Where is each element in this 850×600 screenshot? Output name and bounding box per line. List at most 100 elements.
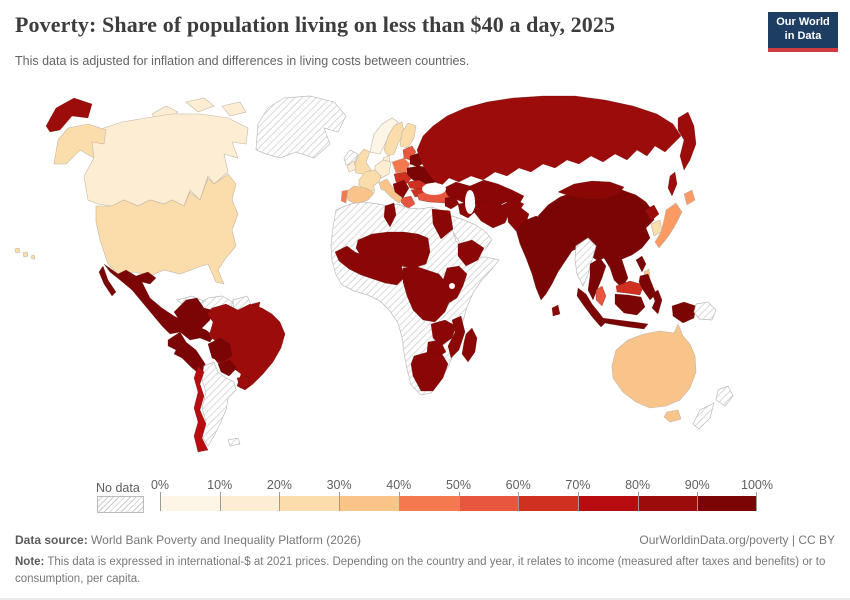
legend-tick-50: 50% [445,478,472,492]
lake-victoria [449,283,455,289]
region-balkans[interactable] [392,179,410,199]
region-levant[interactable] [444,195,460,210]
legend-bucket-70-80[interactable] [577,496,638,511]
caspian-sea [465,190,475,214]
legend-bucket-90-100[interactable] [697,496,758,511]
country-chile[interactable] [193,365,209,453]
legend-tick-line [339,492,341,511]
legend-bucket-30-40[interactable] [339,496,399,511]
country-australia[interactable] [611,323,697,409]
bottom-divider [0,598,850,600]
license-link[interactable]: OurWorldinData.org/poverty | CC BY [639,533,835,547]
legend-tick-line [518,492,520,511]
country-uruguay[interactable] [236,375,251,389]
country-ethiopia[interactable] [457,239,485,267]
legend-no-data-swatch[interactable] [97,496,144,513]
country-bolivia[interactable] [207,337,233,363]
legend-tick-line [279,492,281,511]
legend-color-scale [160,492,758,511]
country-portugal[interactable] [340,189,349,204]
legend-bucket-50-60[interactable] [458,496,519,511]
region-malaysia-peninsula[interactable] [595,285,607,307]
island-sulawesi[interactable] [651,289,663,315]
country-iceland[interactable] [343,149,359,166]
country-myanmar[interactable] [574,237,597,287]
legend-tick-line [160,492,161,511]
island-java[interactable] [599,317,649,330]
legend-tick-line [577,492,579,511]
region-central-africa[interactable] [402,265,452,323]
legend-tick-0: 0% [150,478,170,492]
legend-bucket-20-30[interactable] [279,496,340,511]
country-sri-lanka[interactable] [551,304,561,317]
legend-tick-30: 30% [326,478,352,492]
note-label: Note: [15,556,45,568]
state-alaska[interactable] [53,123,107,165]
islands-falkland[interactable] [227,437,241,447]
legend-tick-line [697,492,699,511]
data-source-text: World Bank Poverty and Inequality Platfo… [87,533,361,547]
country-japan[interactable] [654,189,696,249]
legend-bucket-10-20[interactable] [219,496,280,511]
legend-no-data-label: No data [96,481,140,495]
legend-tick-line [637,492,639,511]
country-paraguay[interactable] [217,359,238,377]
country-papua-new-guinea[interactable] [693,301,717,321]
chart-subtitle: This data is adjusted for inflation and … [15,54,470,68]
legend-bucket-80-90[interactable] [637,496,698,511]
black-sea [422,183,446,195]
legend-bucket-40-50[interactable] [398,496,459,511]
country-argentina[interactable] [201,361,237,447]
region-indonesia-borneo[interactable] [614,293,646,316]
country-mozambique[interactable] [447,315,466,359]
country-spain[interactable] [345,185,375,205]
country-usa[interactable] [95,173,239,285]
country-madagascar[interactable] [461,327,478,363]
state-hawaii[interactable] [14,247,36,260]
legend-tick-line [458,492,460,511]
legend-bucket-60-70[interactable] [518,496,578,511]
owid-logo[interactable]: Our World in Data [768,12,838,48]
legend-tick-90: 90% [684,478,710,492]
country-russia[interactable] [416,95,682,187]
legend-tick-line [219,492,221,511]
legend-tick-80: 80% [625,478,651,492]
country-russia-chukotka[interactable] [45,97,93,133]
data-source-line: Data source: World Bank Poverty and Ineq… [15,533,361,547]
region-west-papua[interactable] [671,301,697,324]
country-mongolia[interactable] [557,180,625,200]
legend-tick-line [398,492,400,511]
country-egypt[interactable] [431,208,454,240]
legend-tick-20: 20% [266,478,292,492]
note-text: This data is expressed in international-… [15,556,826,586]
legend-tick-70: 70% [565,478,591,492]
legend-tick-100: 100% [741,478,773,492]
country-south-africa[interactable] [410,351,449,392]
country-norway[interactable] [369,117,399,155]
owid-logo-line2: in Data [784,30,822,42]
legend-tick-10: 10% [207,478,233,492]
world-choropleth-map [14,95,734,453]
island-tasmania[interactable] [663,409,682,423]
legend-tick-60: 60% [505,478,531,492]
country-greece[interactable] [400,195,416,210]
country-tunisia[interactable] [383,202,397,228]
peninsula-kamchatka[interactable] [677,111,697,171]
legend-tick-40: 40% [386,478,412,492]
island-sumatra[interactable] [576,287,607,328]
data-source-label: Data source: [15,533,88,547]
country-colombia[interactable] [173,297,213,341]
region-malaysia-borneo[interactable] [615,280,645,296]
legend-bucket-0-10[interactable] [160,496,220,511]
region-central-europe[interactable] [393,171,413,185]
country-new-zealand[interactable] [692,385,734,430]
country-uk[interactable] [353,148,372,175]
owid-logo-line1: Our World [776,16,830,29]
island-sakhalin[interactable] [667,171,678,197]
note-line: Note: This data is expressed in internat… [15,554,835,589]
country-north-korea[interactable] [644,204,660,222]
country-ireland[interactable] [346,160,357,173]
country-greenland[interactable] [255,95,347,159]
country-philippines[interactable] [635,255,657,301]
